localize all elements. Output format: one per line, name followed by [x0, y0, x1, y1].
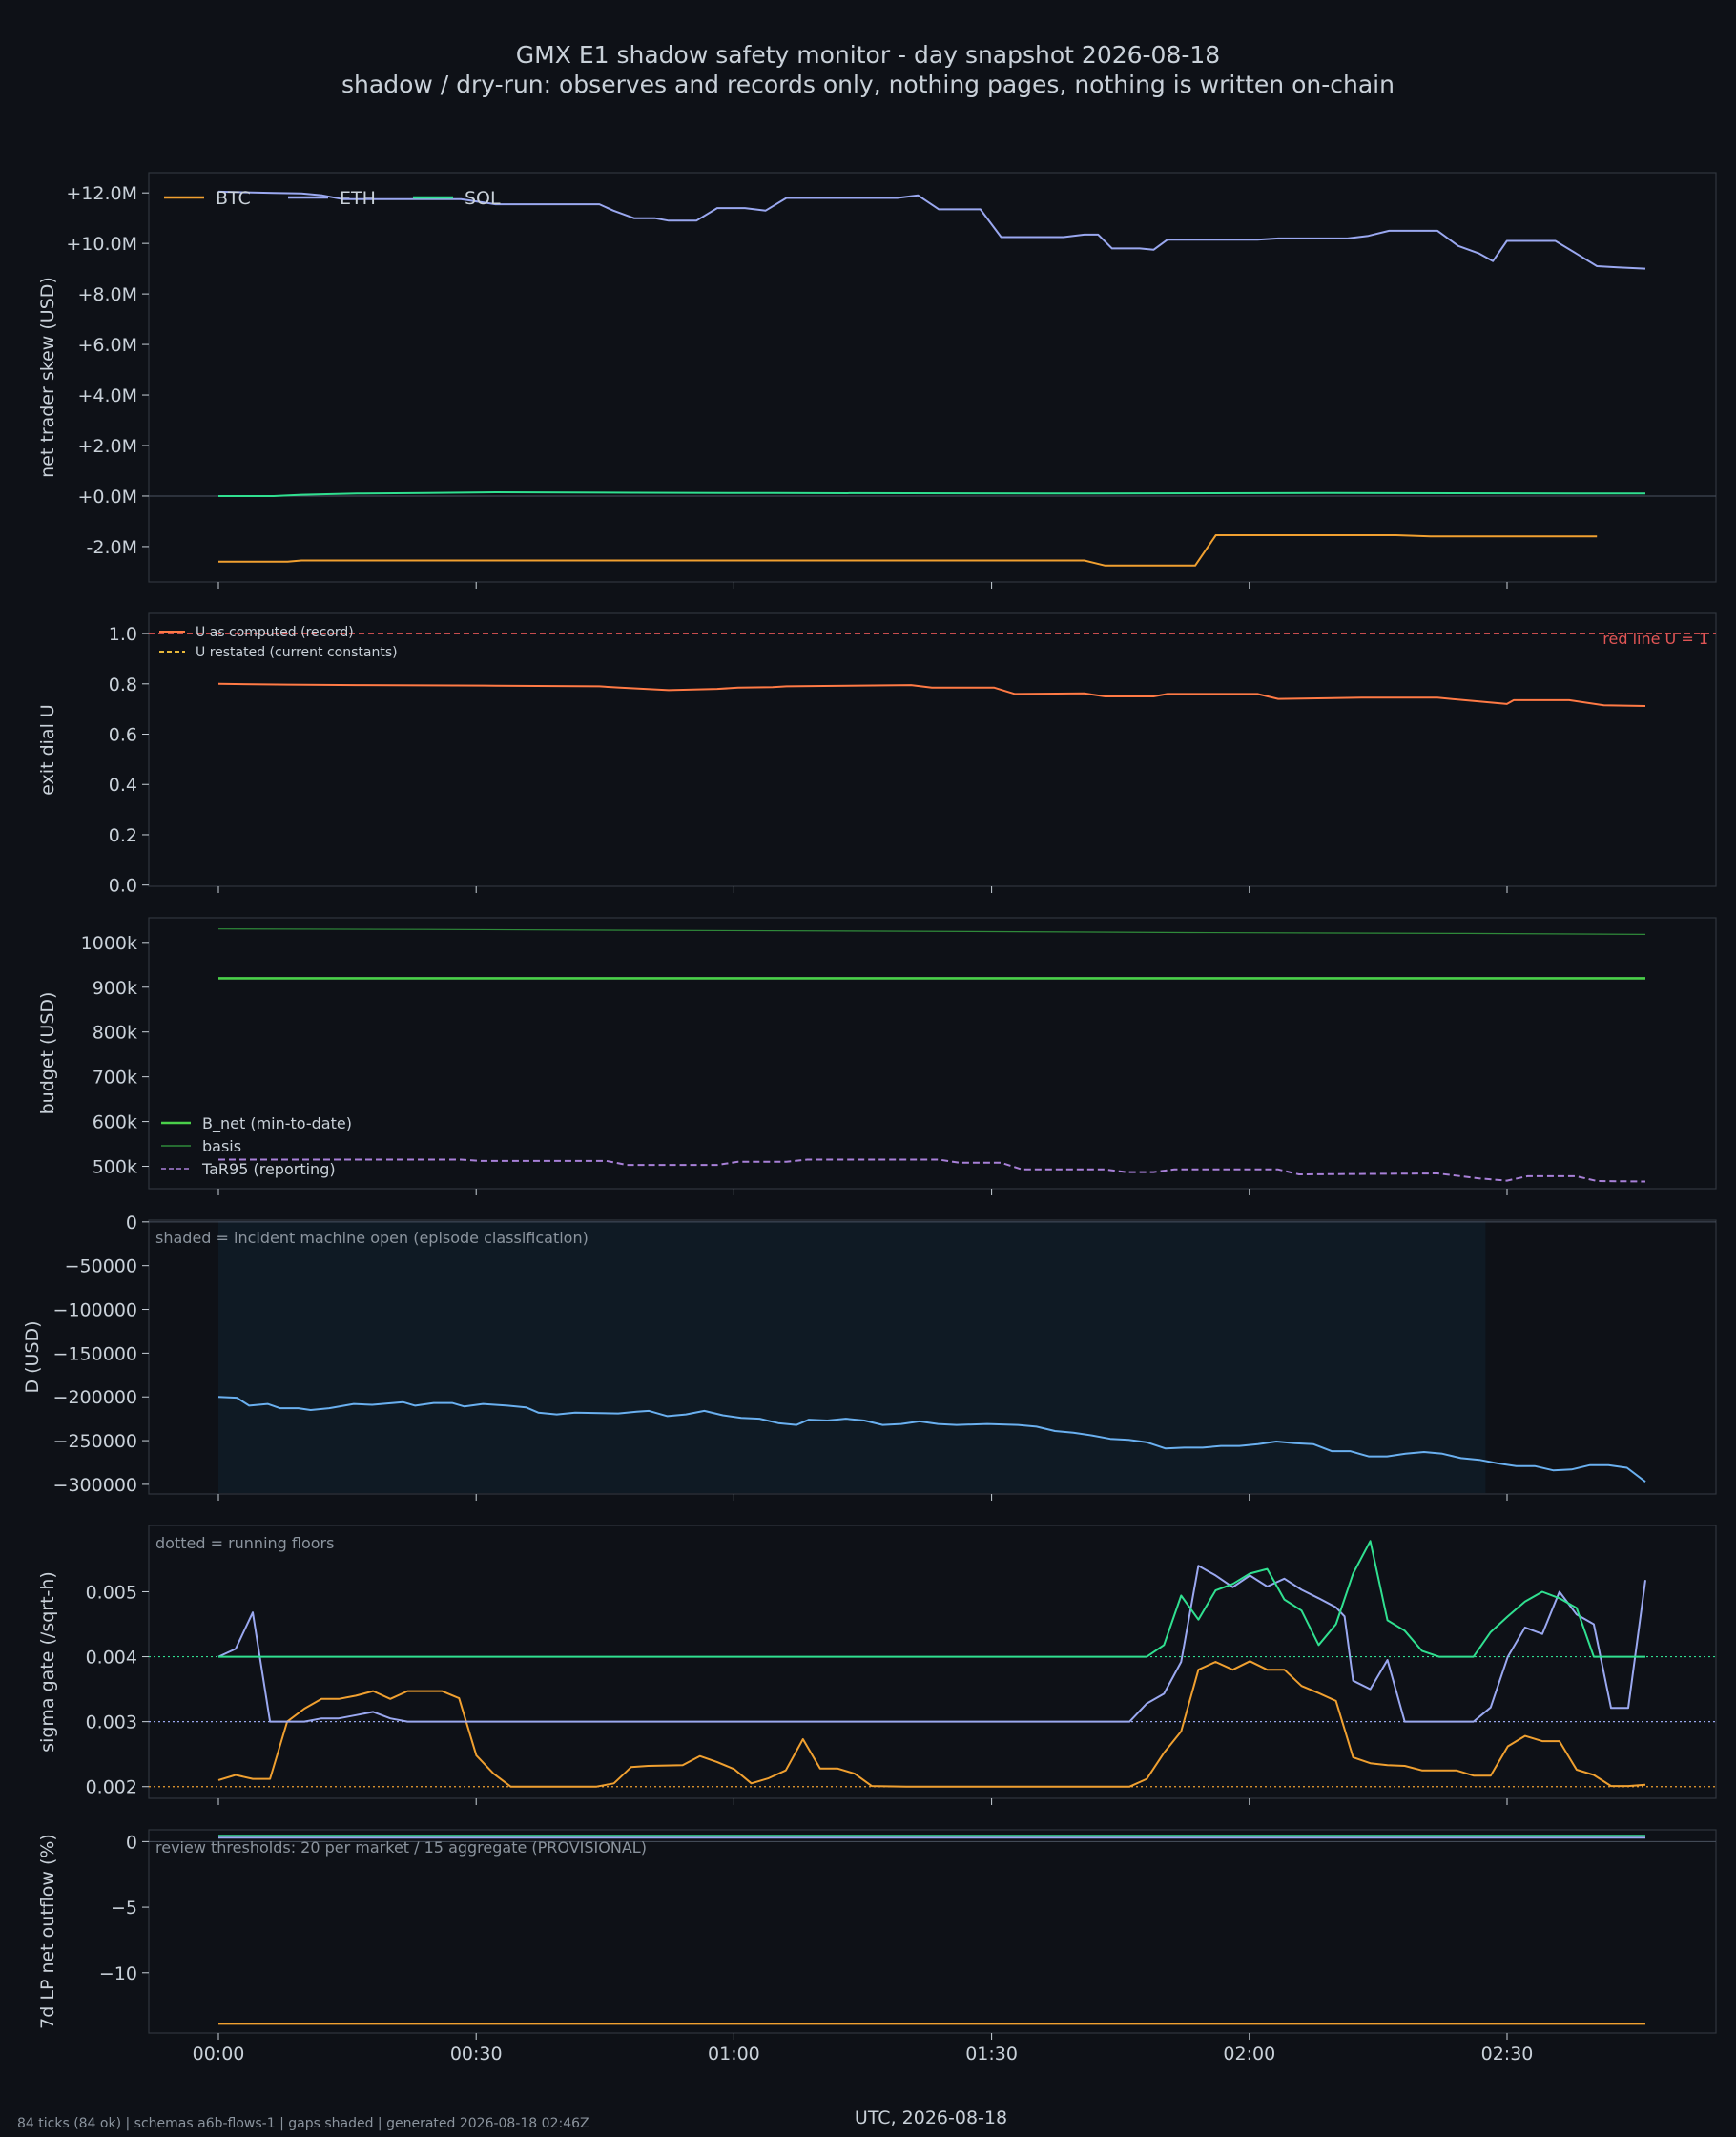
y-tick-label: −5	[111, 1898, 137, 1919]
y-tick-label: 0.004	[86, 1648, 137, 1669]
y-tick-label: 900k	[93, 978, 137, 999]
y-tick-label: +12.0M	[66, 183, 137, 204]
y-tick-label: 1.0	[109, 624, 137, 645]
panel-drawdown: −300000 −250000 −200000 −150000 −100000 −5000…	[22, 1213, 1717, 1501]
series-line-eth	[217, 190, 1646, 270]
y-tick-label: 1000k	[81, 933, 137, 954]
y-tick-label: +8.0M	[77, 284, 137, 305]
legend-label: TaR95 (reporting)	[201, 1160, 336, 1178]
x-tick-label: 01:30	[965, 2044, 1018, 2064]
panel-sigma: 0.002 0.003 0.004 0.005 sigma gate (/sqrt-h)…	[37, 1525, 1717, 1805]
series-line-sol	[218, 491, 1646, 497]
red-line-annotation: red line U = 1	[1602, 630, 1708, 648]
panel-note: dotted = running floors	[155, 1534, 334, 1552]
legend-label: B_net (min-to-date)	[202, 1114, 352, 1133]
panel-note: review thresholds: 20 per market / 15 ag…	[155, 1838, 647, 1857]
series-line-btc	[218, 534, 1598, 567]
y-tick-label: 0.4	[109, 775, 137, 796]
figure-footer: 84 ticks (84 ok) | schemas a6b-flows-1 |…	[17, 2116, 589, 2131]
y-tick-label: 800k	[93, 1023, 137, 1044]
figure-subtitle: shadow / dry-run: observes and records o…	[341, 71, 1395, 98]
y-tick-label: 700k	[93, 1068, 137, 1089]
panel-frame	[148, 1219, 1717, 1495]
y-tick-label: 0	[126, 1213, 137, 1234]
panel-exit_dial: 0.0 0.2 0.4 0.6 0.8 1.0 exit dial U red line U …	[37, 612, 1717, 897]
x-tick-label: 02:00	[1223, 2044, 1275, 2064]
x-tick-label: 00:00	[193, 2044, 245, 2064]
y-tick-label: +0.0M	[77, 487, 137, 508]
y-tick-label: 0.0	[109, 876, 137, 897]
y-tick-label: 0.6	[109, 725, 137, 746]
series-line-eth	[217, 1565, 1646, 1723]
chart-panels: -2.0M +0.0M +2.0M +4.0M +6.0M +8.0M +10.0M +12.…	[22, 172, 1717, 2064]
y-tick-label: 0.005	[86, 1582, 137, 1603]
y-axis-label: exit dial U	[37, 704, 58, 796]
panel-frame	[148, 1525, 1717, 1799]
y-tick-label: −300000	[53, 1475, 137, 1496]
y-axis-label: 7d LP net outflow (%)	[37, 1834, 58, 2029]
y-tick-label: 0.8	[109, 674, 137, 695]
legend-label: ETH	[340, 188, 376, 209]
x-tick-label: 02:30	[1481, 2044, 1534, 2064]
panel-frame	[148, 1829, 1717, 2034]
y-tick-label: −50000	[65, 1256, 137, 1277]
panel-lp_outflow: −10 −5 0 00:00 00:30 01:00 01:30 02:00 02:30 7d L…	[37, 1829, 1717, 2064]
panel-note: shaded = incident machine open (episode …	[155, 1229, 589, 1247]
y-tick-label: +2.0M	[77, 436, 137, 457]
y-tick-label: 0.003	[86, 1712, 137, 1733]
y-tick-label: −250000	[53, 1431, 137, 1452]
y-tick-label: 0	[126, 1832, 137, 1853]
y-tick-label: 600k	[93, 1112, 137, 1133]
series-line-tar95	[218, 1158, 1646, 1183]
y-tick-label: +10.0M	[66, 234, 137, 255]
y-tick-label: −100000	[53, 1300, 137, 1321]
x-tick-label: 00:30	[450, 2044, 503, 2064]
y-axis-label: budget (USD)	[37, 992, 58, 1115]
y-tick-label: 0.2	[109, 825, 137, 846]
series-line-btc	[217, 1660, 1646, 1788]
panel-frame	[148, 612, 1717, 887]
y-axis-label: D (USD)	[22, 1320, 43, 1393]
panel-budget: 500k 600k 700k 800k 900k 1000k budget (USD) B_n…	[37, 917, 1717, 1195]
y-tick-label: 500k	[93, 1157, 137, 1178]
legend-label: U restated (current constants)	[196, 645, 398, 660]
y-tick-label: −10	[99, 1963, 137, 1984]
incident-shade	[218, 1221, 1486, 1493]
legend-label: SOL	[465, 188, 501, 209]
y-tick-label: 0.002	[86, 1777, 137, 1798]
figure-title: GMX E1 shadow safety monitor - day snaps…	[516, 41, 1220, 69]
y-tick-label: -2.0M	[87, 537, 137, 558]
legend-label: BTC	[216, 188, 251, 209]
panel-frame	[148, 917, 1717, 1190]
panel-skew: -2.0M +0.0M +2.0M +4.0M +6.0M +8.0M +10.0M +12.…	[37, 172, 1717, 589]
series-line-d	[217, 1396, 1646, 1483]
legend-label: U as computed (record)	[196, 625, 354, 640]
x-tick-label: 01:00	[708, 2044, 760, 2064]
y-axis-label: net trader skew (USD)	[37, 277, 58, 478]
y-tick-label: +6.0M	[77, 335, 137, 356]
series-line-basis	[217, 928, 1646, 936]
series-line-sol	[218, 1540, 1645, 1658]
y-tick-label: −150000	[53, 1343, 137, 1364]
y-tick-label: +4.0M	[77, 385, 137, 406]
legend-label: basis	[202, 1137, 241, 1155]
series-line-u	[217, 682, 1646, 707]
panel-frame	[148, 172, 1717, 583]
y-tick-label: −200000	[53, 1387, 137, 1408]
x-axis-label: UTC, 2026-08-18	[855, 2107, 1007, 2128]
y-axis-label: sigma gate (/sqrt-h)	[37, 1571, 58, 1753]
